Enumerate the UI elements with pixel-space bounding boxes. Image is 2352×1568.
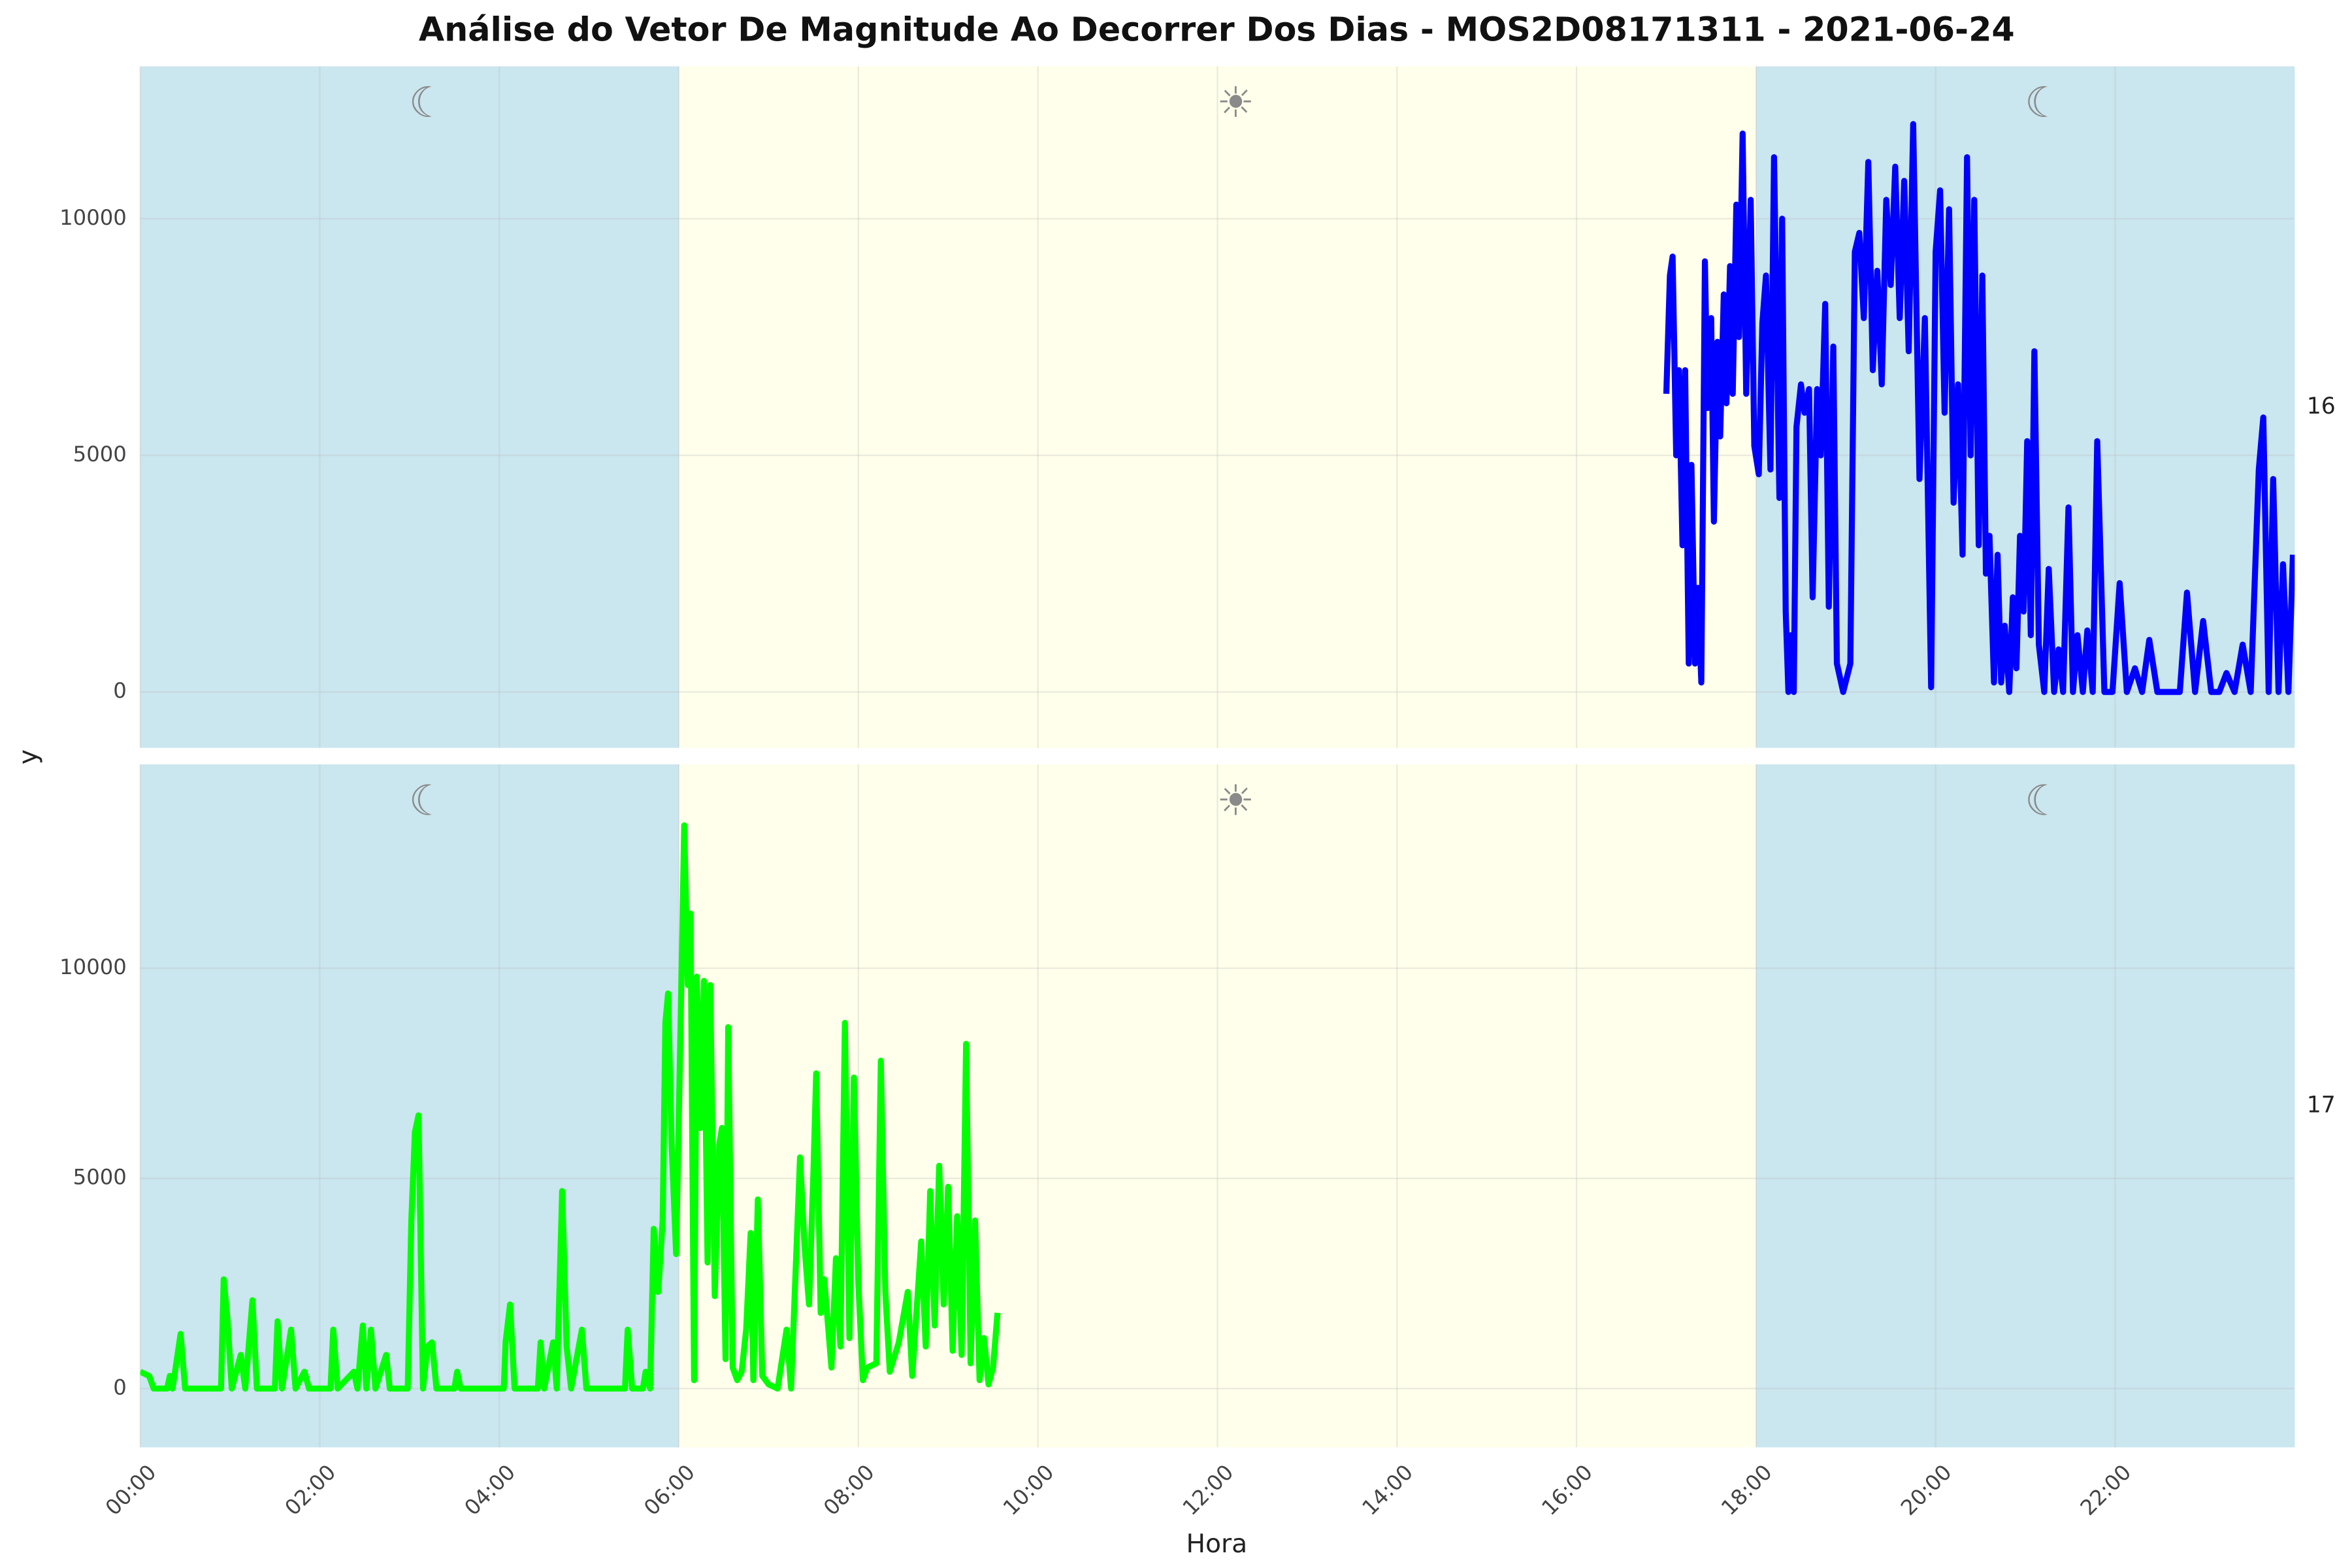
x-tick-label: 06:00 (639, 1460, 700, 1520)
period-band (679, 66, 1756, 748)
x-tick-label: 10:00 (998, 1460, 1059, 1520)
period-icon: ☀ (1217, 777, 1254, 826)
period-icon: ☾ (2025, 78, 2063, 127)
x-tick-label: 16:00 (1537, 1460, 1597, 1520)
x-tick-label: 12:00 (1178, 1460, 1239, 1520)
data-line (140, 822, 1001, 1392)
y-tick-label: 10000 (59, 955, 127, 979)
data-line (1663, 121, 2295, 695)
facet-label: 16 (2307, 393, 2336, 419)
y-tick-label: 0 (113, 1375, 127, 1399)
x-tick-label: 14:00 (1357, 1460, 1418, 1520)
x-tick-label: 22:00 (2076, 1460, 2136, 1520)
plot-area (1663, 121, 2295, 695)
x-tick-label: 08:00 (819, 1460, 879, 1520)
period-band (140, 66, 679, 748)
period-icon: ☾ (409, 78, 447, 127)
period-icon: ☀ (1217, 78, 1254, 127)
y-tick-label: 5000 (73, 442, 127, 466)
period-icon: ☾ (2025, 777, 2063, 826)
facet-label: 17 (2307, 1092, 2336, 1119)
period-band (1756, 764, 2295, 1448)
y-tick-label: 0 (113, 678, 127, 703)
chart-title: Análise do Vetor De Magnitude Ao Decorre… (419, 10, 2015, 48)
x-tick-label: 04:00 (459, 1460, 520, 1520)
y-tick-label: 5000 (73, 1165, 127, 1190)
y-tick-label: 10000 (59, 205, 127, 230)
period-icon: ☾ (409, 777, 447, 826)
x-tick-label: 00:00 (101, 1460, 161, 1520)
x-tick-label: 18:00 (1716, 1460, 1777, 1520)
y-axis-label: y (14, 749, 44, 764)
x-tick-label: 20:00 (1896, 1460, 1957, 1520)
x-axis-label: Hora (1186, 1529, 1247, 1559)
x-tick-label: 02:00 (280, 1460, 341, 1520)
plot-area (140, 822, 1001, 1392)
